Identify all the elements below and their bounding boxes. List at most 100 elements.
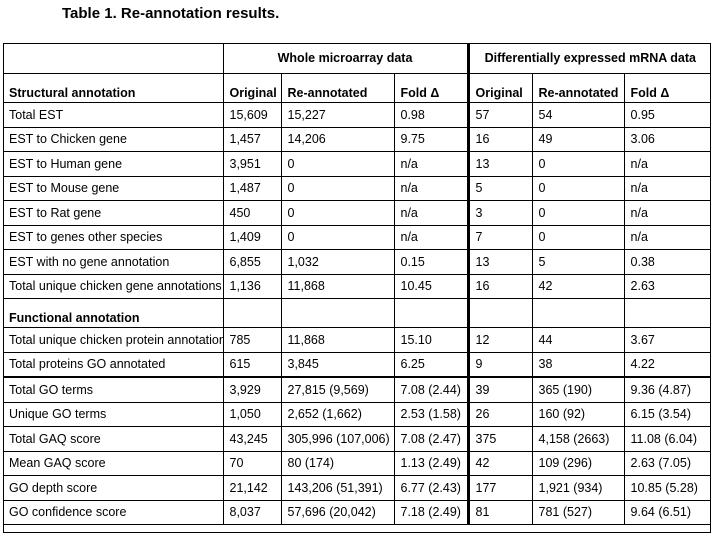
cell-de-original: 39 — [466, 377, 533, 403]
cell-de-reannotated: 42 — [531, 274, 625, 299]
cell-original: 21,142 — [222, 475, 281, 501]
cell-reannotated: 2,652 (1,662) — [280, 402, 394, 427]
cell-row-label: EST to Chicken gene — [3, 127, 223, 152]
header-reannotated: Re-annotated — [531, 73, 625, 103]
table-row: EST to Chicken gene 1,457 14,206 9.75 16 49 3.… — [3, 127, 712, 152]
cell-reannotated: 0 — [280, 176, 394, 201]
cell-row-label: GO confidence score — [3, 500, 223, 525]
header-reannotated: Re-annotated — [280, 73, 394, 103]
table-row: EST with no gene annotation 6,855 1,032 0.1… — [3, 249, 712, 275]
cell-original: 1,457 — [222, 127, 281, 152]
group-whole-microarray: Whole microarray data — [222, 43, 469, 74]
cell-de-original: 13 — [466, 151, 533, 177]
cell-original: 1,487 — [222, 176, 281, 201]
cell-row-label: Total unique chicken protein annotations — [3, 327, 223, 353]
cell-fold: n/a — [393, 225, 469, 250]
table-row: EST to Human gene 3,951 0 n/a 13 0 n/a — [3, 151, 712, 177]
section-functional-annotation: Functional annotation — [3, 298, 223, 328]
section-header-row: Functional annotation — [3, 298, 712, 328]
cell-reannotated: 0 — [280, 151, 394, 177]
cell-fold: 7.18 (2.49) — [393, 500, 469, 525]
section-blank — [623, 298, 712, 328]
cell-row-label: EST to Human gene — [3, 151, 223, 177]
header-fold: Fold Δ — [623, 73, 712, 103]
cell-reannotated: 27,815 (9,569) — [280, 377, 394, 403]
cell-de-reannotated: 0 — [531, 225, 625, 250]
cell-fold: 1.13 (2.49) — [393, 451, 469, 476]
cell-de-reannotated: 0 — [531, 200, 625, 226]
cell-fold: 6.25 — [393, 352, 469, 378]
cell-de-fold: 2.63 — [623, 274, 712, 299]
cell-de-original: 7 — [466, 225, 533, 250]
cell-de-fold: 2.63 (7.05) — [623, 451, 712, 476]
table-row: EST to Rat gene 450 0 n/a 3 0 n/a — [3, 200, 712, 226]
cell-row-label: Total unique chicken gene annotations — [3, 274, 223, 299]
cell-fold: 9.75 — [393, 127, 469, 152]
cell-de-original: 26 — [466, 402, 533, 427]
cell-de-reannotated: 49 — [531, 127, 625, 152]
cell-fold: n/a — [393, 200, 469, 226]
cell-fold: 15.10 — [393, 327, 469, 353]
cell-reannotated: 80 (174) — [280, 451, 394, 476]
cell-original: 43,245 — [222, 426, 281, 452]
cell-de-original: 9 — [466, 352, 533, 378]
table-row: Mean GAQ score 70 80 (174) 1.13 (2.49) 42 109… — [3, 451, 712, 476]
cell-fold: 7.08 (2.47) — [393, 426, 469, 452]
cell-de-fold: 10.85 (5.28) — [623, 475, 712, 501]
cell-row-label: EST to genes other species — [3, 225, 223, 250]
cell-de-reannotated: 4,158 (2663) — [531, 426, 625, 452]
table-row: Total EST 15,609 15,227 0.98 57 54 0.95 — [3, 102, 712, 128]
cell-de-fold: n/a — [623, 151, 712, 177]
cell-de-original: 16 — [466, 127, 533, 152]
cell-fold: 0.15 — [393, 249, 469, 275]
cell-de-fold: 11.08 (6.04) — [623, 426, 712, 452]
cell-de-fold: 0.95 — [623, 102, 712, 128]
cell-de-original: 3 — [466, 200, 533, 226]
cell-de-fold: n/a — [623, 176, 712, 201]
table-title: Table 1. Re-annotation results. — [62, 5, 280, 22]
header-fold: Fold Δ — [393, 73, 469, 103]
table-row: GO depth score 21,142 143,206 (51,391) 6.77… — [3, 475, 712, 501]
cell-de-reannotated: 365 (190) — [531, 377, 625, 403]
cell-fold: n/a — [393, 151, 469, 177]
table-row: EST to genes other species 1,409 0 n/a 7 0 n/a — [3, 225, 712, 250]
cell-original: 450 — [222, 200, 281, 226]
cell-de-original: 13 — [466, 249, 533, 275]
cell-de-original: 42 — [466, 451, 533, 476]
cell-row-label: EST to Mouse gene — [3, 176, 223, 201]
cell-original: 1,409 — [222, 225, 281, 250]
cell-de-reannotated: 54 — [531, 102, 625, 128]
cell-de-fold: 4.22 — [623, 352, 712, 378]
cell-row-label: Total GO terms — [3, 377, 223, 403]
cell-fold: 7.08 (2.44) — [393, 377, 469, 403]
cell-de-fold: 6.15 (3.54) — [623, 402, 712, 427]
cell-de-fold: 9.36 (4.87) — [623, 377, 712, 403]
cell-de-reannotated: 160 (92) — [531, 402, 625, 427]
section-blank — [280, 298, 394, 328]
section-blank — [531, 298, 625, 328]
cell-reannotated: 305,996 (107,006) — [280, 426, 394, 452]
cell-de-reannotated: 38 — [531, 352, 625, 378]
cell-original: 15,609 — [222, 102, 281, 128]
cell-fold: 0.98 — [393, 102, 469, 128]
section-blank — [393, 298, 469, 328]
cell-row-label: GO depth score — [3, 475, 223, 501]
cell-original: 615 — [222, 352, 281, 378]
cell-fold: 10.45 — [393, 274, 469, 299]
cell-original: 3,951 — [222, 151, 281, 177]
table-row: EST to Mouse gene 1,487 0 n/a 5 0 n/a — [3, 176, 712, 201]
cell-de-original: 57 — [466, 102, 533, 128]
cell-original: 3,929 — [222, 377, 281, 403]
cell-reannotated: 0 — [280, 200, 394, 226]
section-blank — [466, 298, 533, 328]
cell-reannotated: 3,845 — [280, 352, 394, 378]
cell-de-reannotated: 781 (527) — [531, 500, 625, 525]
cell-reannotated: 57,696 (20,042) — [280, 500, 394, 525]
cell-de-original: 375 — [466, 426, 533, 452]
reannotation-table: Whole microarray data Differentially exp… — [3, 43, 712, 525]
table-row: Total unique chicken gene annotations 1,1… — [3, 274, 712, 299]
cell-original: 6,855 — [222, 249, 281, 275]
cell-de-fold: 0.38 — [623, 249, 712, 275]
table-row: Total GAQ score 43,245 305,996 (107,006) 7.… — [3, 426, 712, 452]
group-differentially-expressed: Differentially expressed mRNA data — [466, 43, 712, 74]
